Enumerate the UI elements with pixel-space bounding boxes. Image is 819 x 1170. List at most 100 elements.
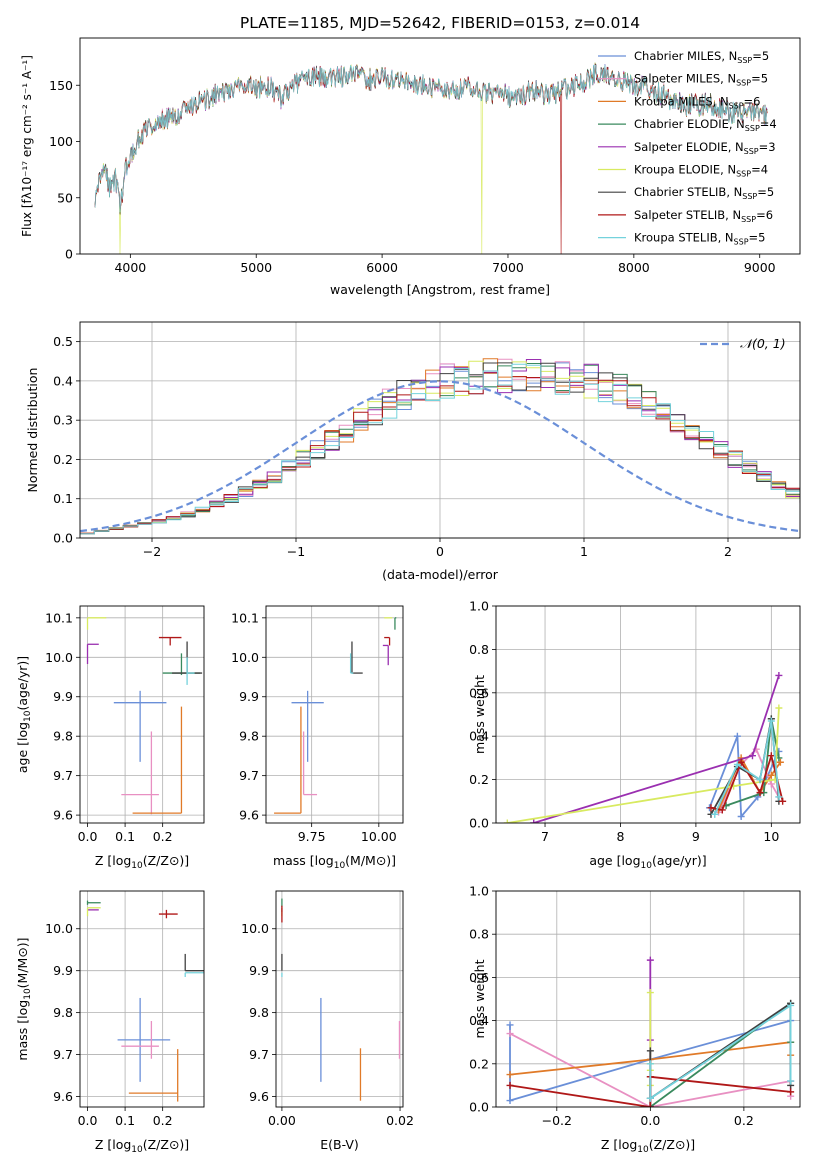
y-axis-label: Normed distribution [25, 368, 40, 493]
y-tick-label: 9.8 [239, 729, 259, 744]
y-tick-label: 9.7 [53, 768, 73, 783]
y-tick-label: 9.8 [53, 1005, 73, 1020]
y-axis-label: mass weight [472, 675, 487, 754]
errorbar-salpeter-miles [302, 731, 318, 796]
y-tick-label: 0.2 [469, 1056, 489, 1071]
x-tick-label: 0.0 [78, 1113, 98, 1128]
x-tick-label: 1 [580, 544, 588, 559]
weight-marker [779, 797, 787, 805]
errorbar-kroupa-stelib [184, 972, 204, 977]
x-tick-label: 0.2 [734, 1113, 754, 1128]
figure-title: PLATE=1185, MJD=52642, FIBERID=0153, z=0… [240, 14, 640, 32]
plot-area [86, 900, 204, 1102]
x-tick-label: 8 [616, 829, 624, 844]
y-tick-label: 0.3 [53, 413, 73, 428]
x-axis-label: mass [log10(M/M⊙)] [273, 853, 396, 871]
axes-age_vs_mass: 9.75 10.00 9.6 9.7 9.8 9.9 10.0 10.1 mass [log10… [231, 605, 404, 871]
errorbar-chabrier-stelib [351, 641, 363, 674]
y-tick-label: 0.4 [469, 729, 489, 744]
gaussian-legend-label: 𝒩(0, 1) [740, 336, 786, 351]
y-tick-label: 0 [65, 247, 73, 262]
axes-age_vs_Z: 0.0 0.1 0.2 9.6 9.7 9.8 9.9 10.0 10.1 Z [log10(Z/… [15, 605, 205, 871]
y-tick-label: 0.4 [469, 1013, 489, 1028]
axes-frame [79, 605, 205, 824]
errorbar-salpeter-miles [121, 1021, 159, 1059]
x-axis-label: Z [log10(Z/Z⊙)] [95, 1137, 189, 1155]
weight-marker [775, 793, 783, 801]
weight-marker [530, 819, 538, 823]
x-tick-label: 2 [724, 544, 732, 559]
x-axis-label: wavelength [Angstrom, rest frame] [330, 282, 550, 297]
x-axis-label: age [log10(age/yr)] [589, 853, 706, 871]
x-tick-label: 6000 [366, 260, 398, 275]
axes-frame [495, 605, 801, 824]
weight-marker [707, 804, 715, 812]
y-tick-label: 1.0 [469, 599, 489, 614]
weight-marker [718, 806, 726, 814]
x-axis-label: E(B-V) [320, 1137, 359, 1152]
y-tick-label: 9.6 [249, 1089, 269, 1104]
y-tick-label: 9.9 [249, 963, 269, 978]
y-tick-label: 0.0 [469, 816, 489, 831]
x-tick-label: 10 [763, 829, 779, 844]
x-tick-label: −1 [287, 544, 305, 559]
weight-marker [737, 812, 745, 820]
x-tick-label: 0.2 [153, 1113, 173, 1128]
panels: 4000 5000 6000 7000 8000 9000050100150wavelen… [15, 37, 801, 1155]
y-tick-label: 0.2 [469, 772, 489, 787]
errorbar-salpeter-elodie [382, 644, 389, 666]
weight-marker [646, 1047, 654, 1055]
errorbar-chabrier-elodie [86, 900, 101, 905]
y-tick-label: 10.0 [231, 650, 259, 665]
y-tick-label: 9.8 [53, 729, 73, 744]
grid [266, 606, 403, 823]
errorbar-salpeter-stelib [384, 636, 391, 646]
y-tick-label: 150 [49, 78, 73, 93]
x-tick-label: 0.0 [640, 1113, 660, 1128]
x-tick-label: 0.00 [268, 1113, 296, 1128]
x-tick-label: 4000 [114, 260, 146, 275]
weight-marker [787, 1077, 795, 1085]
x-tick-label: 8000 [618, 260, 650, 275]
x-tick-label: 7 [541, 829, 549, 844]
x-tick-label: −2 [143, 544, 161, 559]
weight-marker [733, 732, 741, 740]
y-tick-label: 0.0 [469, 1100, 489, 1115]
y-tick-label: 9.6 [53, 808, 73, 823]
weight-marker [503, 819, 511, 823]
y-tick-label: 10.1 [231, 610, 259, 625]
weight-marker [506, 1071, 514, 1079]
y-tick-label: 9.6 [239, 808, 259, 823]
y-tick-label: 9.8 [249, 1005, 269, 1020]
axes-frame [79, 321, 801, 539]
y-tick-label: 0.8 [469, 927, 489, 942]
weight-marker [711, 810, 719, 818]
x-tick-label: 0.0 [78, 829, 98, 844]
plot-area [86, 617, 203, 815]
y-tick-label: 0.6 [469, 970, 489, 985]
weight-marker [506, 1030, 514, 1038]
y-tick-label: 9.7 [239, 768, 259, 783]
y-tick-label: 9.7 [249, 1047, 269, 1062]
legend-label: Salpeter ELODIE, NSSP=3 [634, 140, 776, 156]
spectrum-line-kroupa-stelib [94, 64, 768, 213]
errorbar-kroupa-elodie [86, 617, 107, 630]
y-axis-label: mass weight [472, 959, 487, 1038]
errorbar-kroupa-miles [274, 706, 302, 814]
x-axis-label: (data-model)/error [382, 567, 499, 582]
legend-label: Salpeter STELIB, NSSP=6 [634, 208, 773, 224]
x-axis-label: Z [log10(Z/Z⊙)] [95, 853, 189, 871]
y-tick-label: 9.7 [53, 1047, 73, 1062]
errorbar-chabrier-stelib [184, 953, 204, 972]
errorbar-kroupa-elodie [86, 907, 101, 917]
weight-marker [787, 1001, 795, 1009]
y-tick-label: 0.4 [53, 373, 73, 388]
x-tick-label: 5000 [240, 260, 272, 275]
legend-label: Chabrier MILES, NSSP=5 [634, 49, 769, 65]
weight-marker [776, 758, 784, 766]
axes-mass_vs_ebv: 0.00 0.02 9.6 9.7 9.8 9.9 10.0 E(B-V) [241, 890, 414, 1152]
y-tick-label: 9.9 [239, 689, 259, 704]
weight-marker [733, 760, 741, 768]
weight-marker [737, 758, 745, 766]
